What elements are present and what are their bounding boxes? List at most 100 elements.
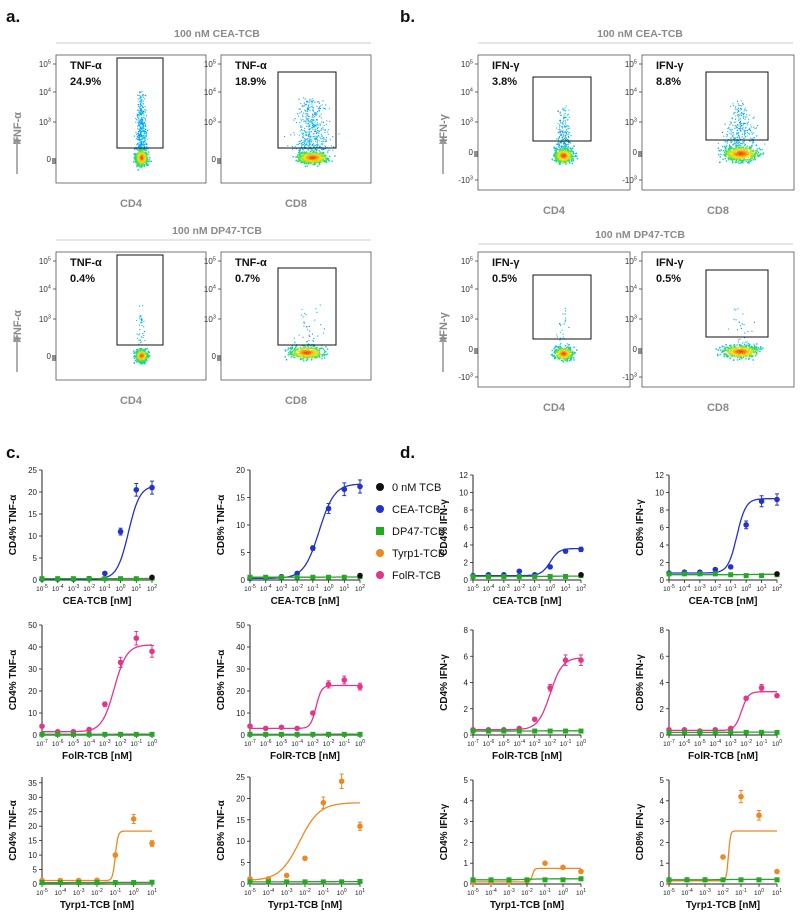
event-dot [309,162,311,165]
event-dot [311,356,313,359]
event-dot [564,138,566,140]
event-dot [563,348,565,350]
event-dot [136,353,139,356]
event-dot [304,165,307,168]
event-dot [313,100,315,102]
event-dot [304,148,306,150]
event-dot [138,334,140,336]
event-dot [307,160,309,162]
event-dot [312,151,314,153]
event-dot [144,148,146,150]
event-dot [558,142,560,144]
event-dot [145,163,148,165]
event-dot [304,161,307,163]
event-dot [556,156,558,158]
event-dot [143,136,145,138]
event-dot [290,348,292,350]
event-dot [316,356,318,358]
event-dot [563,138,565,140]
event-dot [140,128,142,130]
event-dot [749,151,751,153]
event-dot [736,149,739,151]
event-dot [146,158,148,161]
event-dot [310,162,312,164]
event-dot [139,354,141,357]
event-dot [744,337,746,339]
event-dot [313,162,316,164]
event-dot [142,349,144,351]
event-dot [302,119,304,121]
event-dot [140,148,143,150]
event-dot [139,122,141,124]
event-dot [139,318,141,320]
event-dot [316,356,318,359]
event-dot [553,147,555,149]
event-dot [305,152,307,154]
event-dot [292,355,294,357]
event-dot [734,151,736,153]
event-dot [145,358,147,361]
event-dot [730,151,733,153]
event-dot [292,156,294,158]
event-dot [332,149,334,151]
event-dot [140,133,142,135]
event-dot [145,358,148,360]
event-dot [308,135,310,137]
y-tick-label: 0 [633,148,638,157]
event-dot [728,127,730,129]
event-dot [311,351,313,353]
event-dot [738,108,740,110]
event-dot [303,105,305,107]
event-dot [287,349,289,351]
event-dot [298,158,300,160]
event-dot [139,359,141,361]
event-dot [312,160,315,162]
event-dot [144,137,146,139]
event-dot [142,124,144,126]
event-dot [138,105,140,107]
event-dot [306,158,308,161]
event-dot [563,349,565,351]
event-dot [308,343,310,345]
event-dot [736,355,738,357]
event-dot [555,147,558,149]
event-dot [306,350,308,353]
event-dot [143,326,145,328]
event-dot [322,143,324,145]
event-dot [323,328,325,330]
event-dot [562,350,565,353]
event-dot [754,348,757,350]
event-dot [749,133,751,135]
event-dot [562,162,564,164]
event-dot [146,156,148,159]
gate-percent: 0.7% [235,273,260,285]
event-dot [311,355,313,358]
event-dot [137,122,139,124]
event-dot [568,157,570,159]
event-dot [559,159,561,161]
event-dot [740,130,742,132]
event-dot [328,159,330,162]
event-dot [318,163,321,166]
event-dot [141,362,143,365]
event-dot [140,135,142,137]
event-dot [724,158,726,160]
event-dot [291,345,293,347]
event-dot [308,128,310,130]
event-dot [143,111,145,113]
event-dot [728,159,730,161]
event-dot [307,101,309,103]
event-dot [142,113,144,115]
event-dot [142,163,144,166]
event-dot [298,143,300,145]
event-dot [144,136,146,138]
event-dot [144,124,146,126]
y-tick-label: 103 [39,314,51,324]
event-dot [140,151,143,153]
event-dot [565,133,567,135]
event-dot [746,341,748,343]
event-dot [757,350,759,352]
event-dot [733,138,735,140]
event-dot [560,354,562,357]
event-dot [553,356,556,359]
